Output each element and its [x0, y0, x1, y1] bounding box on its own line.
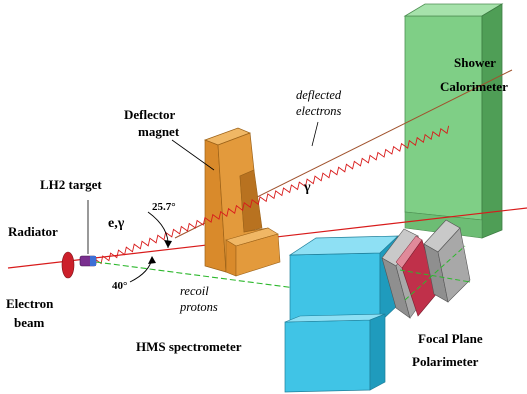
label-deflected: deflected — [296, 88, 342, 102]
pointer-deflected-electrons — [311, 121, 319, 147]
label-e-gamma: e,γ — [108, 216, 125, 231]
label-electrons: electrons — [296, 104, 342, 118]
focal-plane-polarimeter — [381, 219, 471, 319]
label-gamma: γ — [304, 180, 311, 195]
label-angle-upper: 25.7° — [152, 201, 176, 213]
label-protons: protons — [180, 300, 218, 314]
label-shower: Shower — [454, 55, 496, 70]
label-angle-lower: 40° — [112, 280, 128, 292]
label-magnet: magnet — [138, 124, 180, 139]
radiator — [61, 251, 75, 279]
deflector-magnet — [204, 127, 281, 277]
label-beam: beam — [14, 315, 45, 330]
pointer-deflector — [171, 139, 215, 171]
shower-calorimeter — [403, 3, 504, 239]
angle-arc-upper — [147, 211, 169, 249]
label-recoil: recoil — [180, 284, 209, 298]
label-focal-plane: Focal Plane — [418, 331, 483, 346]
angle-arc-lower — [129, 257, 153, 283]
label-hms-spectrometer: HMS spectrometer — [136, 339, 242, 354]
label-electron: Electron — [6, 296, 54, 311]
label-radiator: Radiator — [8, 224, 58, 239]
label-lh2-target: LH2 target — [40, 177, 102, 192]
label-polarimeter: Polarimeter — [412, 354, 479, 369]
label-calorimeter: Calorimeter — [440, 79, 508, 94]
hms-spectrometer — [284, 235, 399, 393]
lh2-target — [79, 255, 97, 267]
label-deflector: Deflector — [124, 107, 176, 122]
photon-zigzag-track — [94, 125, 450, 265]
